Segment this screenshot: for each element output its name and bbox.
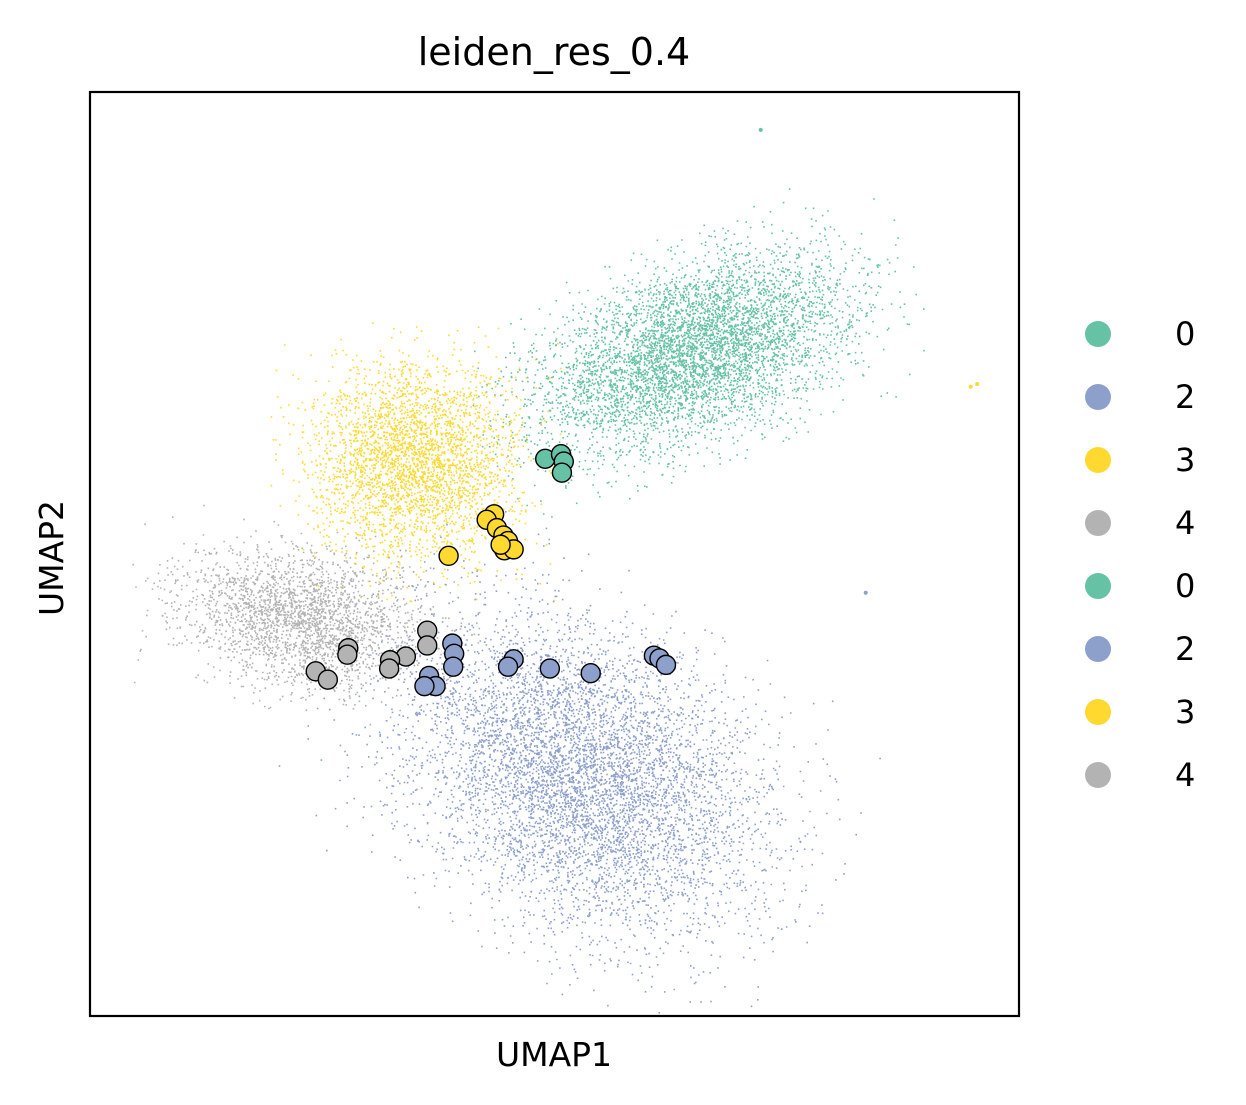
x-axis-label: UMAP1 — [496, 1035, 612, 1074]
highlighted-point-cluster-0 — [551, 462, 573, 483]
highlighted-point-cluster-2 — [539, 658, 561, 679]
cluster-density-layer — [132, 188, 925, 1014]
cluster-4-cloud — [132, 504, 481, 726]
highlighted-point-cluster-2 — [443, 656, 464, 677]
highlighted-points-layer — [305, 444, 677, 697]
legend-label: 2 — [1175, 630, 1195, 668]
outlier-point — [758, 127, 763, 132]
legend-marker — [1085, 762, 1111, 788]
highlighted-point-cluster-4 — [337, 644, 358, 665]
highlighted-point-cluster-4 — [417, 635, 438, 656]
legend: 0 2 3 4 0 2 3 4 — [1085, 315, 1195, 794]
legend-entry: 2 — [1085, 378, 1195, 416]
cluster-3-points — [270, 322, 562, 603]
legend-label: 4 — [1175, 756, 1195, 794]
plot-frame — [88, 90, 1021, 1018]
outlier-point — [863, 590, 868, 595]
highlighted-point-cluster-4 — [378, 658, 400, 679]
legend-entry: 3 — [1085, 441, 1195, 479]
legend-label: 3 — [1175, 693, 1195, 731]
outlier-points-layer — [758, 127, 980, 595]
highlighted-point-cluster-4 — [317, 669, 339, 690]
outlier-point — [975, 381, 980, 386]
cluster-3-cloud — [270, 322, 562, 603]
outlier-point — [968, 384, 973, 389]
highlighted-point-cluster-2 — [580, 662, 601, 684]
chart-title: leiden_res_0.4 — [418, 30, 690, 74]
legend-label: 0 — [1175, 567, 1195, 605]
legend-marker — [1085, 636, 1111, 662]
legend-entry: 4 — [1085, 756, 1195, 794]
cluster-4-points — [132, 504, 481, 726]
legend-entry: 2 — [1085, 630, 1195, 668]
legend-entry: 0 — [1085, 567, 1195, 605]
legend-entry: 0 — [1085, 315, 1195, 353]
legend-label: 3 — [1175, 441, 1195, 479]
legend-label: 2 — [1175, 378, 1195, 416]
highlighted-point-cluster-3 — [490, 534, 511, 555]
highlighted-point-cluster-3 — [438, 545, 459, 567]
highlighted-point-cluster-2 — [497, 656, 519, 677]
legend-entry: 3 — [1085, 693, 1195, 731]
legend-marker — [1085, 573, 1111, 599]
y-axis-label: UMAP2 — [32, 500, 71, 616]
highlighted-point-cluster-2 — [414, 675, 435, 697]
legend-marker — [1085, 384, 1111, 410]
legend-marker — [1085, 510, 1111, 536]
highlighted-point-cluster-2 — [655, 654, 677, 676]
legend-marker — [1085, 699, 1111, 725]
legend-label: 0 — [1175, 315, 1195, 353]
legend-entry: 4 — [1085, 504, 1195, 542]
legend-marker — [1085, 447, 1111, 473]
legend-label: 4 — [1175, 504, 1195, 542]
legend-marker — [1085, 321, 1111, 347]
